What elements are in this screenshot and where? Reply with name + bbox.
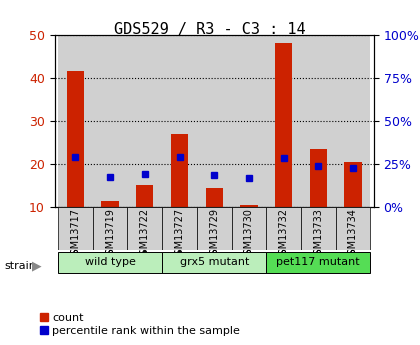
Text: ▶: ▶ bbox=[32, 260, 41, 273]
FancyBboxPatch shape bbox=[162, 207, 197, 250]
Text: GSM13727: GSM13727 bbox=[174, 208, 184, 262]
Text: GSM13722: GSM13722 bbox=[140, 208, 150, 262]
FancyBboxPatch shape bbox=[197, 207, 231, 250]
Legend: count, percentile rank within the sample: count, percentile rank within the sample bbox=[39, 313, 240, 336]
FancyBboxPatch shape bbox=[231, 207, 266, 250]
Bar bbox=[58, 34, 93, 207]
FancyBboxPatch shape bbox=[58, 252, 162, 273]
Text: GSM13729: GSM13729 bbox=[209, 208, 219, 261]
FancyBboxPatch shape bbox=[266, 252, 370, 273]
Text: GSM13732: GSM13732 bbox=[278, 208, 289, 261]
Bar bbox=[127, 34, 162, 207]
FancyBboxPatch shape bbox=[93, 207, 127, 250]
Bar bbox=[336, 34, 370, 207]
FancyBboxPatch shape bbox=[336, 207, 370, 250]
Bar bbox=[162, 34, 197, 207]
Text: wild type: wild type bbox=[85, 257, 136, 267]
Bar bbox=[310, 149, 327, 207]
Bar bbox=[205, 188, 223, 207]
Bar bbox=[344, 162, 362, 207]
Bar bbox=[102, 200, 119, 207]
Bar bbox=[136, 186, 153, 207]
Text: GSM13717: GSM13717 bbox=[71, 208, 80, 261]
Text: grx5 mutant: grx5 mutant bbox=[179, 257, 249, 267]
Bar bbox=[231, 34, 266, 207]
Bar bbox=[240, 205, 257, 207]
Bar bbox=[93, 34, 127, 207]
FancyBboxPatch shape bbox=[301, 207, 336, 250]
Bar bbox=[266, 34, 301, 207]
Bar bbox=[67, 71, 84, 207]
Text: GDS529 / R3 - C3 : 14: GDS529 / R3 - C3 : 14 bbox=[114, 22, 306, 37]
Bar bbox=[301, 34, 336, 207]
Text: GSM13733: GSM13733 bbox=[313, 208, 323, 261]
Bar bbox=[197, 34, 231, 207]
Bar bbox=[171, 134, 188, 207]
FancyBboxPatch shape bbox=[127, 207, 162, 250]
FancyBboxPatch shape bbox=[266, 207, 301, 250]
Text: pet117 mutant: pet117 mutant bbox=[276, 257, 360, 267]
Text: GSM13730: GSM13730 bbox=[244, 208, 254, 261]
Bar bbox=[275, 43, 292, 207]
FancyBboxPatch shape bbox=[58, 207, 93, 250]
Text: GSM13734: GSM13734 bbox=[348, 208, 358, 261]
FancyBboxPatch shape bbox=[162, 252, 266, 273]
Text: strain: strain bbox=[4, 262, 36, 271]
Text: GSM13719: GSM13719 bbox=[105, 208, 115, 261]
